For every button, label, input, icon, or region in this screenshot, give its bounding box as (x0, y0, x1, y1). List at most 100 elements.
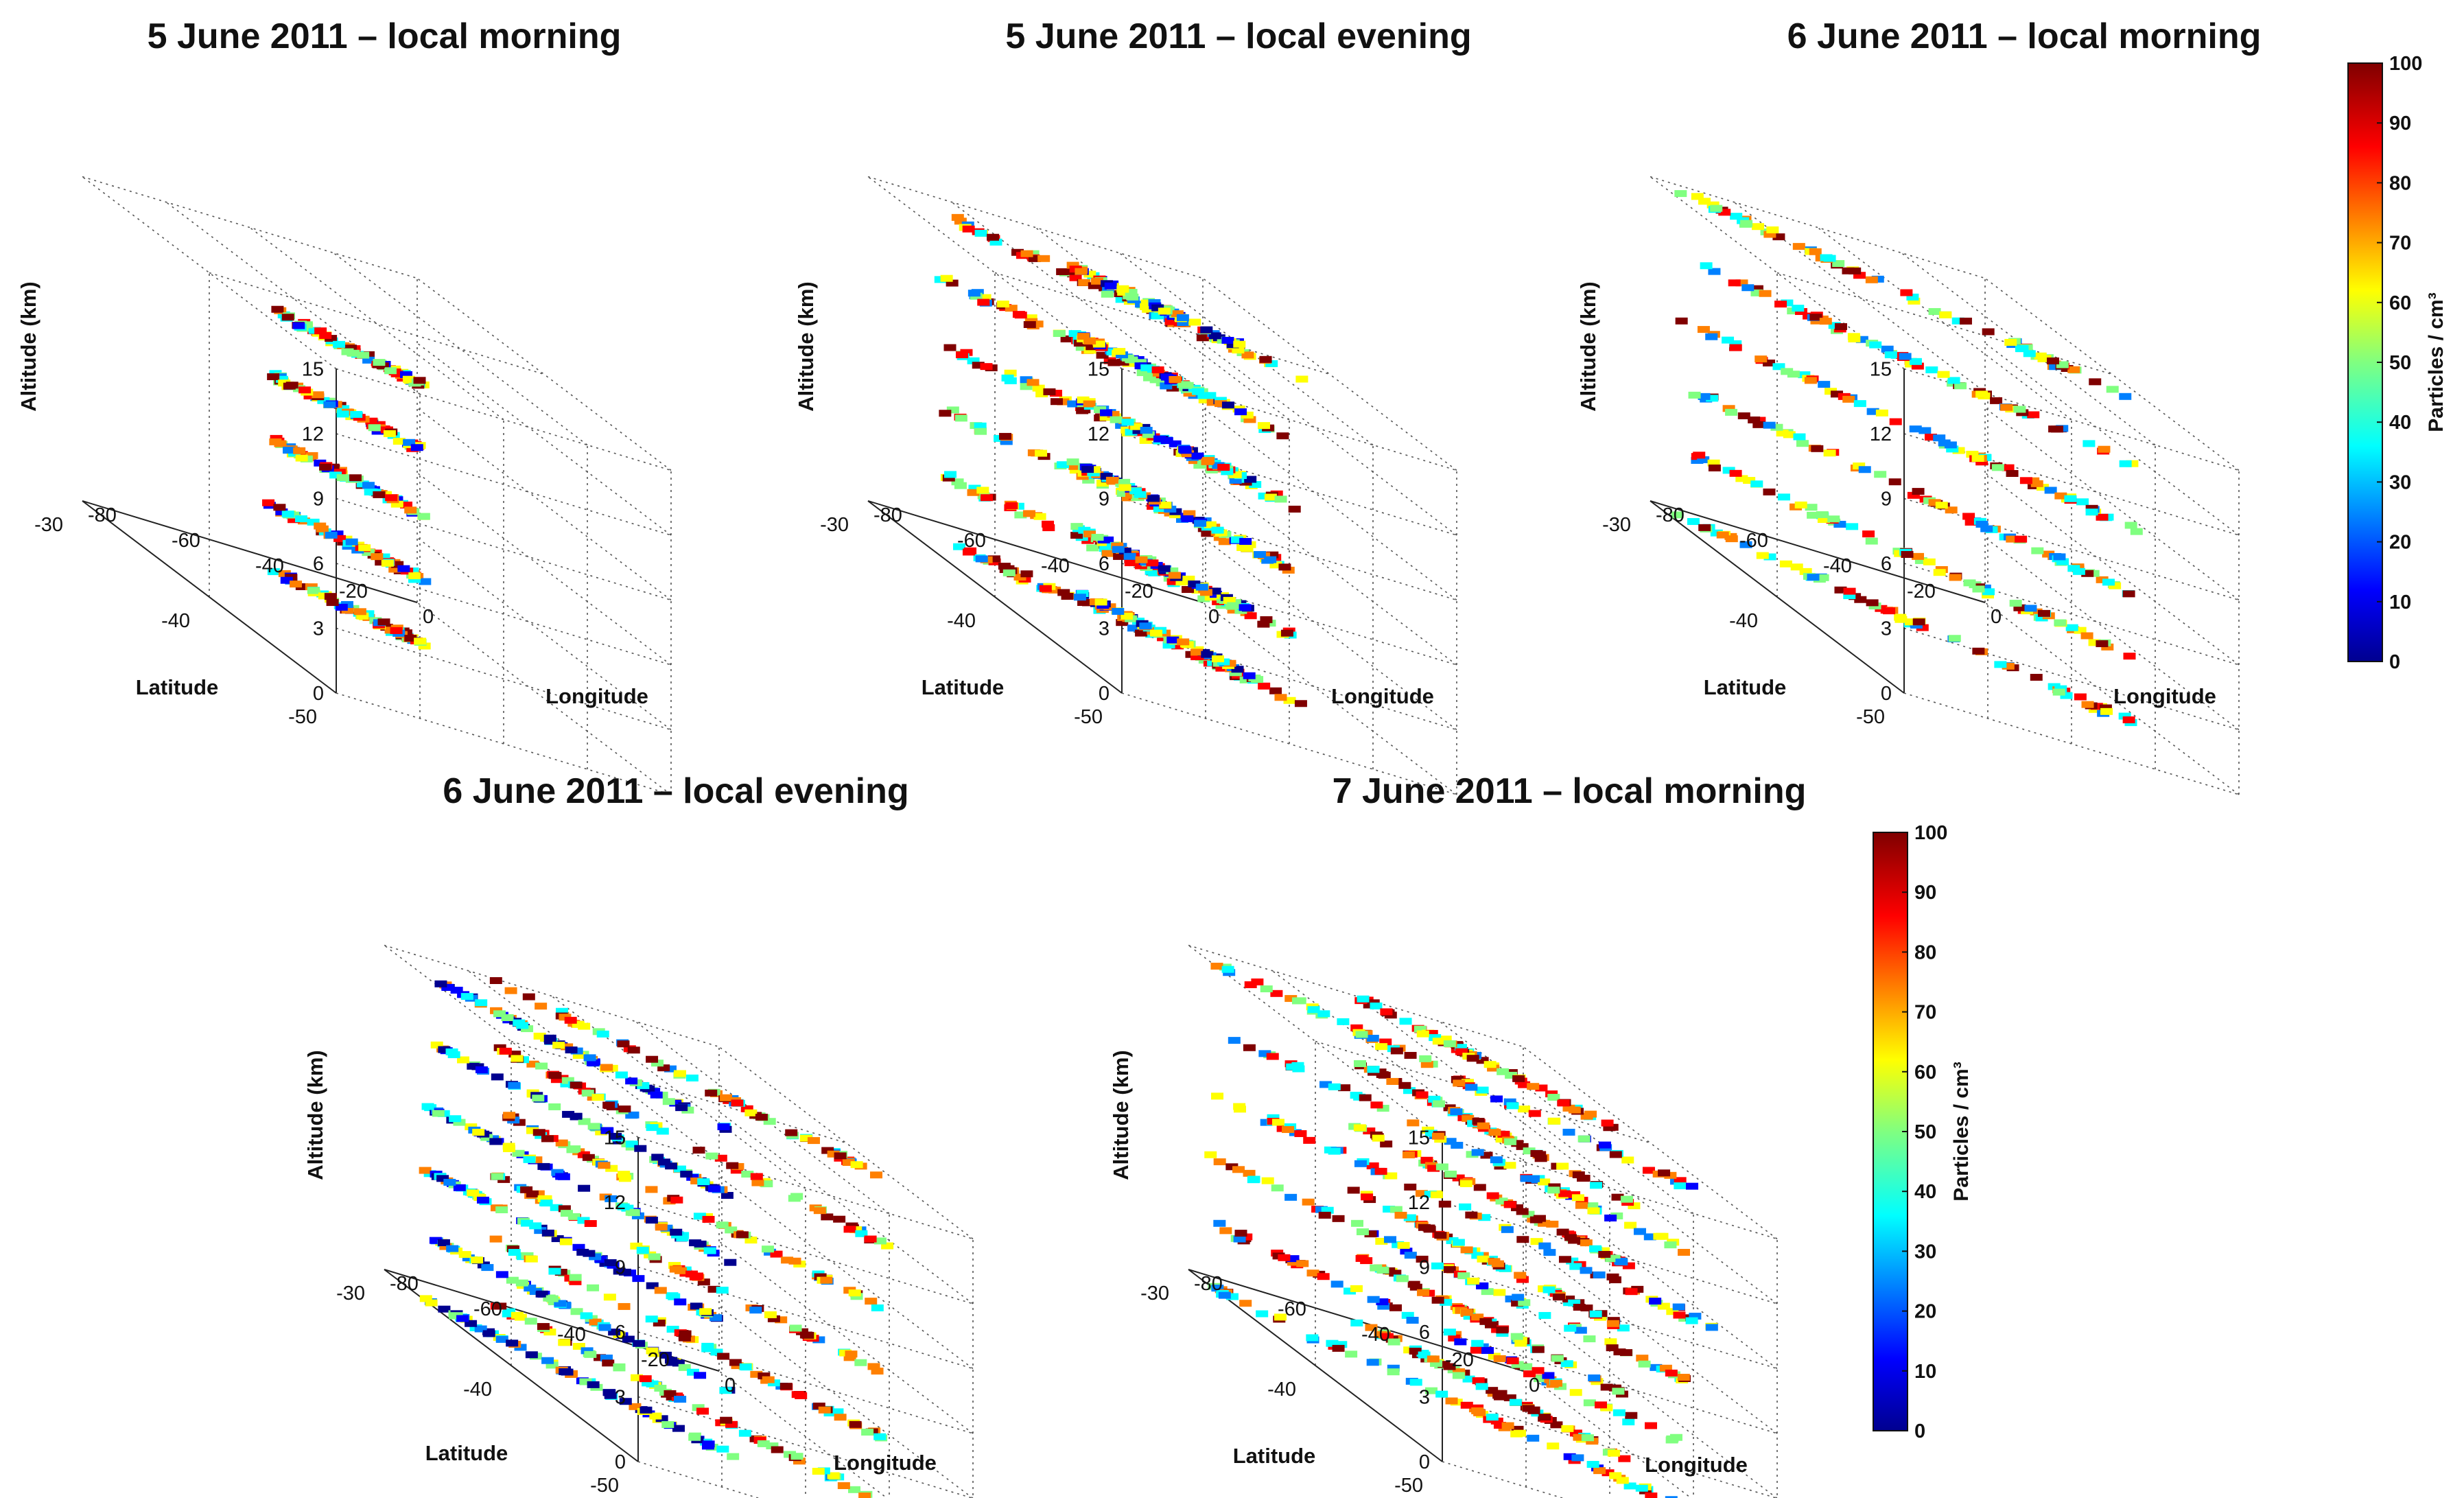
data-cell (1834, 323, 1847, 330)
data-cell (1221, 468, 1234, 476)
data-cell (1227, 602, 1240, 609)
data-cell (2102, 578, 2115, 586)
data-cell (1516, 1276, 1529, 1283)
data-cell (1480, 1151, 1493, 1159)
data-cell (294, 515, 307, 523)
data-cell (1427, 1165, 1440, 1172)
data-cell (1462, 1114, 1475, 1122)
data-cell (964, 547, 977, 554)
gridline (1202, 407, 1457, 601)
data-cell (1274, 1313, 1287, 1321)
y-tick-label: -50 (1394, 1475, 1423, 1497)
data-cell (1975, 458, 1988, 466)
data-cell (305, 583, 318, 591)
data-cell (967, 357, 980, 364)
data-cell (664, 1065, 677, 1073)
data-cell (550, 1204, 563, 1211)
data-cell (1125, 288, 1138, 296)
data-cell (678, 1364, 691, 1371)
data-cell (827, 1472, 840, 1479)
data-cell (1853, 272, 1866, 279)
data-cell (1326, 1339, 1339, 1347)
data-cell (513, 1019, 526, 1027)
data-cell (2065, 624, 2078, 631)
data-cell (1244, 612, 1257, 620)
z-tick-label: 12 (1088, 423, 1110, 445)
data-cell (1270, 990, 1283, 997)
data-cell (2036, 484, 2049, 491)
data-cell (525, 1255, 538, 1263)
data-cell (1027, 449, 1040, 456)
data-cell (1360, 1257, 1373, 1265)
data-cell (584, 1350, 597, 1358)
data-cell (1725, 408, 1738, 416)
z-tick-label: 12 (1408, 1192, 1430, 1214)
data-cell (980, 363, 993, 371)
data-cell (1964, 518, 1978, 526)
data-cell (1503, 1394, 1516, 1401)
data-cell (967, 290, 981, 297)
colorbar-tick-label: 0 (1914, 1420, 1925, 1442)
data-cell (2023, 350, 2036, 358)
data-cell (1636, 1355, 1649, 1362)
data-cell (1142, 431, 1155, 438)
data-cell (1427, 1355, 1440, 1363)
data-cell (1160, 437, 1173, 445)
data-cell (625, 1140, 638, 1148)
y-tick-label: -40 (1729, 610, 1758, 632)
data-cell (1404, 1051, 1417, 1059)
data-cell (1140, 427, 1153, 434)
data-cell (1606, 1320, 1619, 1327)
data-cell (1928, 499, 1941, 506)
data-cell (1790, 563, 1803, 571)
data-cell (1618, 1455, 1631, 1462)
data-cell (1258, 1050, 1271, 1057)
data-cell (1069, 274, 1082, 281)
data-cell (1204, 1151, 1217, 1158)
data-cell (1577, 1135, 1591, 1143)
gridline (416, 472, 672, 666)
data-cell (1698, 393, 1711, 400)
data-cell (1398, 1081, 1411, 1089)
data-cell (1794, 501, 1807, 508)
data-cell (1518, 1299, 1531, 1307)
data-cell (751, 1179, 764, 1186)
gridline (1984, 342, 2240, 536)
data-cell (1584, 1110, 1597, 1118)
data-cell (1674, 1177, 1687, 1184)
data-cell (627, 1046, 640, 1054)
box-edge (384, 944, 720, 1048)
data-cell (622, 1335, 635, 1343)
data-cell (402, 375, 415, 383)
data-cell (1151, 304, 1164, 312)
data-cell (615, 1071, 628, 1079)
data-cell (833, 1215, 846, 1223)
data-cell (1243, 416, 1256, 423)
data-cell (1700, 262, 1713, 270)
data-cell (2081, 570, 2094, 577)
data-cell (1807, 511, 1820, 519)
gridline (336, 498, 672, 601)
data-cell (1463, 1313, 1476, 1320)
data-cell (1516, 1236, 1529, 1243)
data-cell (1043, 388, 1056, 395)
data-cell (1416, 1255, 1429, 1263)
data-cell (567, 1213, 580, 1220)
data-cell (1842, 267, 1855, 274)
data-cell (705, 1152, 718, 1160)
data-cell (1580, 1304, 1593, 1312)
colorbar-tick-label: 60 (2389, 292, 2411, 314)
data-cell (1479, 1318, 1492, 1325)
x-tick-label: -80 (1194, 1273, 1223, 1295)
data-cell (501, 1014, 514, 1022)
data-cell (1418, 1351, 1431, 1359)
data-cell (1431, 1296, 1444, 1304)
data-cell (1151, 366, 1164, 373)
data-cell (1511, 1140, 1524, 1147)
data-cell (1107, 359, 1120, 366)
y-tick-label: -50 (1856, 706, 1885, 728)
data-cell (1493, 1289, 1506, 1296)
data-cell (1476, 1282, 1489, 1289)
data-cell (345, 538, 358, 546)
